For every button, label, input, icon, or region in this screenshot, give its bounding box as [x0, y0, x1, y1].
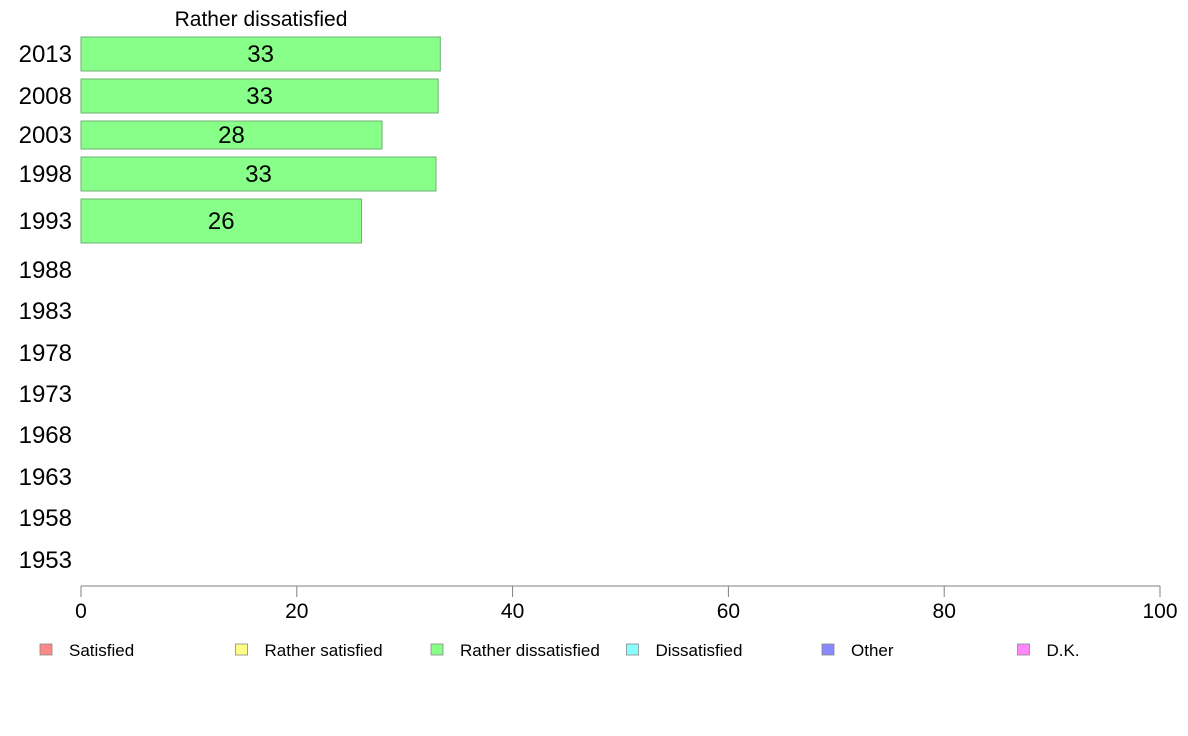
bar-value-label: 33	[247, 41, 274, 68]
legend-swatch	[39, 643, 53, 656]
bar	[80, 78, 439, 114]
y-tick-label: 1998	[19, 161, 72, 188]
x-tick-label: 80	[933, 600, 956, 623]
y-tick-label: 2003	[19, 122, 72, 149]
x-tick-label: 40	[501, 600, 524, 623]
legend-label: Other	[851, 641, 894, 660]
legend-label: Rather dissatisfied	[460, 641, 600, 660]
y-tick-label: 1973	[19, 381, 72, 408]
bar	[80, 156, 437, 192]
y-tick-label: 1993	[19, 208, 72, 235]
legend: Satisfied Rather satisfied Rather dissatis…	[39, 641, 1080, 660]
x-axis: 0 20 40 60 80 100	[75, 585, 1178, 623]
bar	[80, 36, 441, 72]
legend-label: D.K.	[1047, 641, 1080, 660]
bar	[80, 120, 383, 150]
y-tick-label: 2008	[19, 83, 72, 110]
bar-value-label: 33	[246, 83, 273, 110]
bar	[80, 198, 363, 244]
y-tick-label: 1988	[19, 257, 72, 284]
legend-label: Rather satisfied	[265, 641, 383, 660]
x-tick-label: 100	[1142, 600, 1177, 623]
x-tick-label: 0	[75, 600, 87, 623]
x-tick-label: 60	[717, 600, 740, 623]
bar-value-label: 33	[245, 161, 272, 188]
y-tick-label: 1958	[19, 505, 72, 532]
legend-swatch	[626, 643, 639, 656]
legend-swatch	[430, 643, 444, 656]
legend-label: Dissatisfied	[656, 641, 743, 660]
legend-swatch	[1017, 643, 1030, 656]
y-tick-label: 1963	[19, 464, 72, 491]
legend-label: Satisfied	[69, 641, 134, 660]
year-labels-group: 2013 2008 2003 1998 1993 1988 1983 1978 1973 1968…	[19, 41, 72, 574]
legend-swatch	[821, 643, 835, 656]
bar-value-label: 28	[218, 122, 245, 149]
bar-value-label: 26	[208, 208, 235, 235]
y-tick-label: 1978	[19, 340, 72, 367]
x-tick-label: 20	[285, 600, 308, 623]
y-tick-label: 1983	[19, 298, 72, 325]
y-tick-label: 1968	[19, 422, 72, 449]
y-tick-label: 2013	[19, 41, 72, 68]
y-tick-label: 1953	[19, 547, 72, 574]
legend-swatch	[235, 643, 248, 656]
chart-title: Rather dissatisfied	[175, 8, 348, 31]
